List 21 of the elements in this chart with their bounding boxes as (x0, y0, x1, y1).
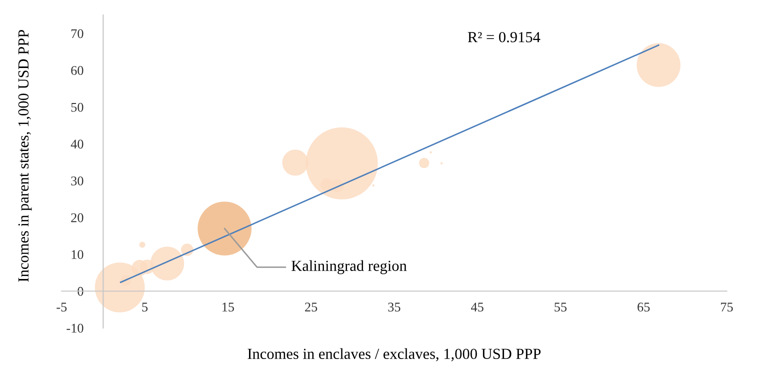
x-tick-label: 75 (721, 302, 733, 312)
x-tick-label: -5 (56, 302, 67, 312)
x-tick-label: 35 (388, 302, 400, 312)
y-tick-label: 70 (71, 29, 84, 38)
y-tick-label: 10 (72, 250, 84, 260)
y-tick-label: -10 (66, 324, 84, 333)
x-tick-label: 15 (222, 302, 234, 312)
x-tick-label: 65 (638, 302, 650, 312)
y-tick-label: 50 (71, 102, 84, 112)
x-tick-label: 25 (305, 302, 318, 312)
y-tick-label: 20 (71, 213, 84, 222)
annotation: R² = 0.9154 (468, 32, 540, 42)
y-tick-label: 30 (71, 176, 84, 186)
y-tick-label: 60 (71, 66, 84, 75)
x-axis-title: Incomes in enclaves / exclaves, 1,000 USD PPP (248, 348, 541, 362)
x-tick-label: 55 (554, 302, 567, 312)
x-tick-label: 5 (142, 302, 148, 312)
y-axis-title: Incomes in parent states, 1,000 USD PPP (18, 30, 32, 282)
y-tick-label: 40 (70, 140, 84, 149)
annotation: Kaliningrad region (292, 260, 407, 274)
x-tick-label: 45 (471, 302, 484, 312)
